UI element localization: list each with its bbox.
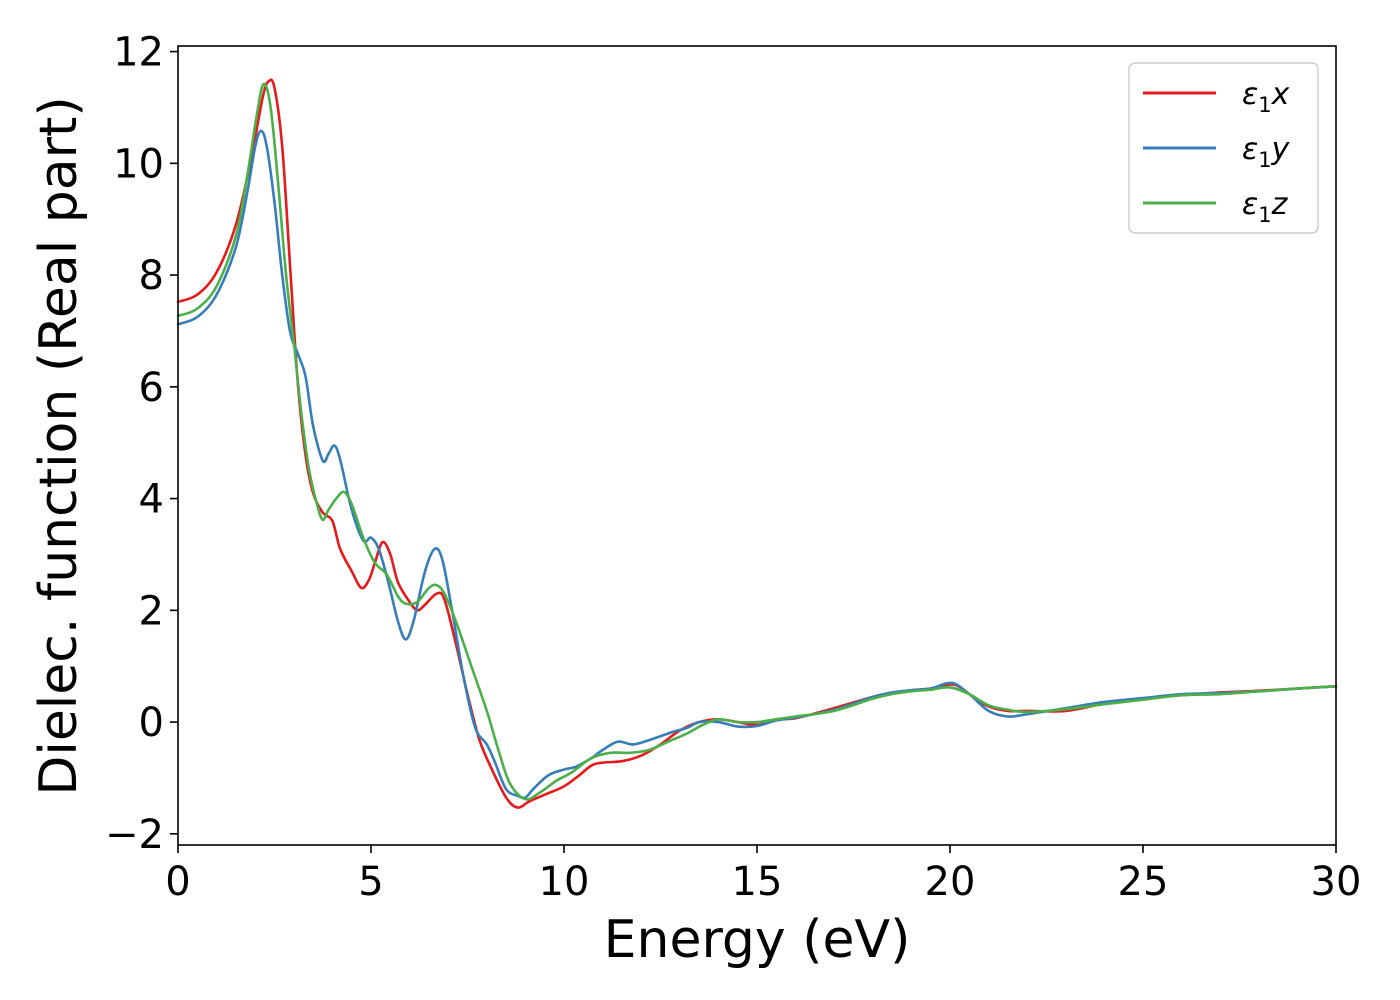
- y-tick-label: 12: [113, 30, 164, 76]
- x-tick-label: 15: [732, 859, 783, 905]
- y-tick-label: 4: [139, 477, 164, 523]
- y-tick-label: 2: [139, 588, 164, 634]
- legend: ε1xε1yε1z: [1129, 63, 1318, 233]
- x-axis-label: Energy (eV): [604, 910, 911, 970]
- x-tick-label: 20: [925, 859, 976, 905]
- x-tick-label: 0: [165, 859, 190, 905]
- x-tick-label: 5: [358, 859, 383, 905]
- y-tick-label: 10: [113, 141, 164, 187]
- x-tick-label: 10: [539, 859, 590, 905]
- y-tick-label: −2: [105, 812, 164, 858]
- x-tick-label: 30: [1311, 859, 1362, 905]
- y-tick-label: 0: [139, 700, 164, 746]
- y-axis: −2 0 2 4 6 8 10 12: [105, 30, 178, 858]
- y-tick-label: 6: [139, 365, 164, 411]
- y-tick-label: 8: [139, 253, 164, 299]
- x-axis: 0 5 10 15 20 25 30: [165, 845, 1361, 905]
- x-tick-label: 25: [1118, 859, 1169, 905]
- y-axis-label: Dielec. function (Real part): [29, 96, 89, 795]
